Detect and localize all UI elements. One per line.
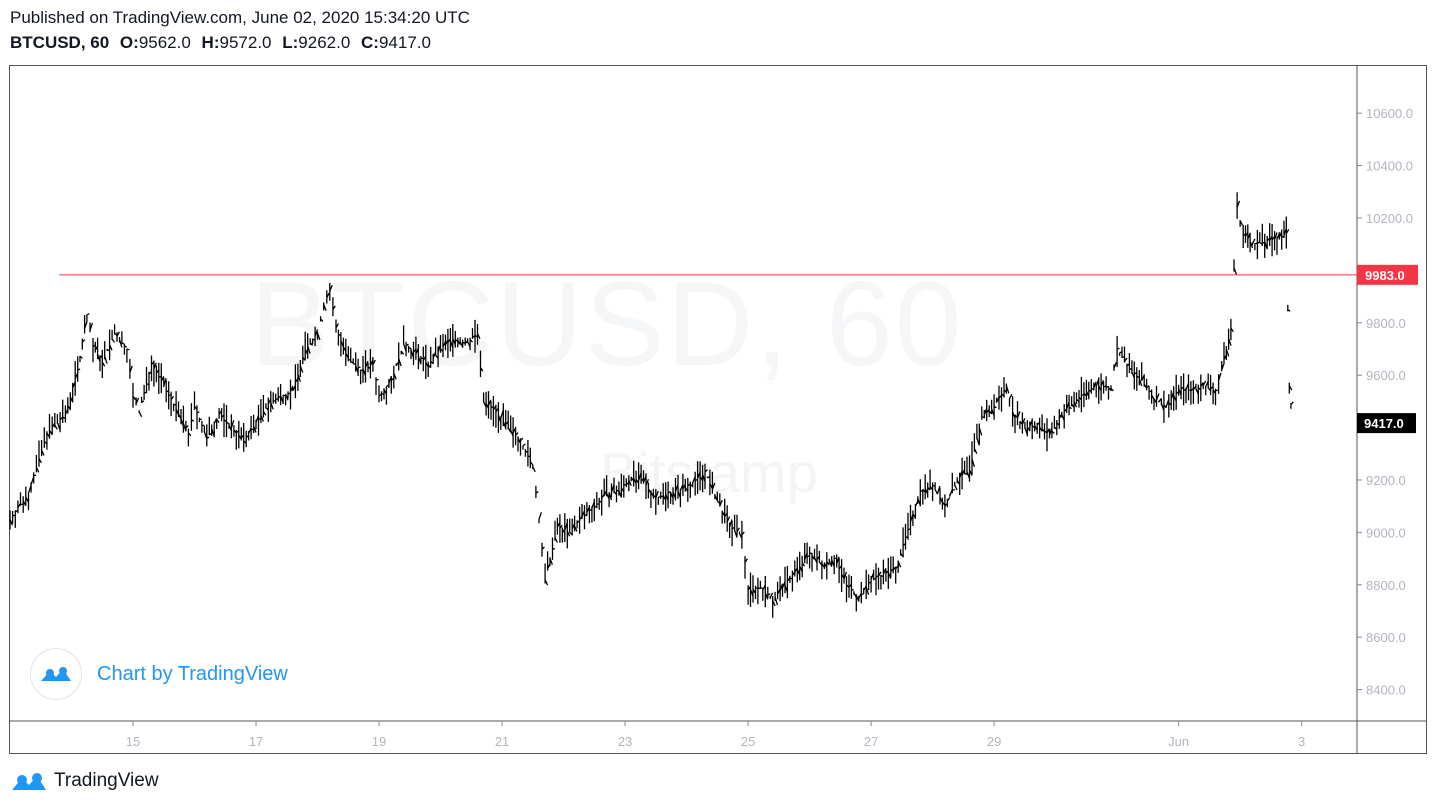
y-tick-label: 9000.0 (1366, 525, 1406, 540)
y-tick-label: 8800.0 (1366, 578, 1406, 593)
x-tick-label: 17 (249, 734, 263, 749)
level-price-label: 9983.0 (1365, 268, 1405, 283)
high-label: H: (201, 33, 220, 52)
low-value: 9262.0 (298, 33, 351, 52)
close-label: C: (361, 33, 379, 52)
chart-by-label: Chart by TradingView (97, 662, 288, 685)
x-tick-label: 27 (864, 734, 878, 749)
x-tick-label: Jun (1168, 734, 1189, 749)
y-tick-label: 9800.0 (1366, 316, 1406, 331)
footer-label: TradingView (54, 770, 159, 791)
y-tick-label: 8600.0 (1366, 630, 1406, 645)
high-value: 9572.0 (219, 33, 272, 52)
ohlc-legend: BTCUSD, 60 O:9562.0 H:9572.0 L:9262.0 C:… (10, 33, 431, 53)
y-tick-label: 9600.0 (1366, 368, 1406, 383)
published-caption: Published on TradingView.com, June 02, 2… (10, 8, 470, 27)
y-tick-label: 9200.0 (1366, 473, 1406, 488)
x-tick-label: 19 (372, 734, 386, 749)
y-tick-label: 10400.0 (1366, 159, 1413, 174)
x-tick-label: 15 (126, 734, 140, 749)
symbol-label[interactable]: BTCUSD, 60 (10, 33, 110, 52)
open-value: 9562.0 (138, 33, 191, 52)
open-label: O: (119, 33, 139, 52)
x-tick-label: 29 (987, 734, 1001, 749)
x-tick-label: 23 (618, 734, 632, 749)
level-price-badge (1357, 264, 1418, 285)
last-price-label: 9417.0 (1364, 416, 1404, 431)
tradingview-logo-icon (30, 648, 82, 700)
close-value: 9417.0 (378, 33, 431, 52)
y-tick-label: 10200.0 (1366, 211, 1413, 226)
y-tick-label: 8400.0 (1366, 683, 1406, 698)
x-tick-label: 21 (495, 734, 509, 749)
chart-frame (9, 65, 1427, 754)
x-tick-label: 3 (1298, 734, 1305, 749)
chart-by-badge[interactable]: Chart by TradingView (30, 648, 288, 700)
last-price-badge (1357, 413, 1416, 434)
price-candles[interactable] (9, 192, 1294, 618)
low-label: L: (282, 33, 299, 52)
tradingview-footer-icon (12, 773, 46, 790)
footer-brand[interactable]: TradingView (10, 770, 159, 792)
x-tick-label: 25 (741, 734, 755, 749)
y-tick-label: 10600.0 (1366, 106, 1413, 121)
